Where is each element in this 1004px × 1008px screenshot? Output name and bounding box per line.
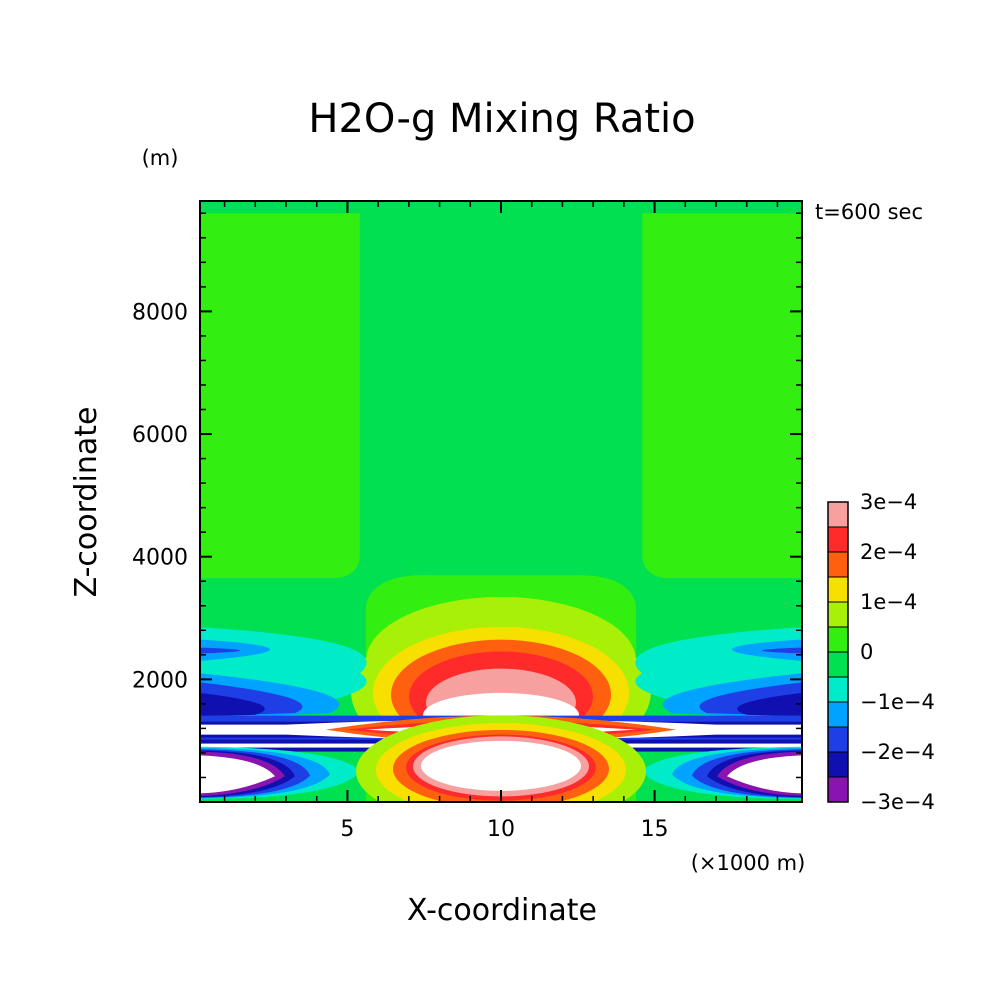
axis-ticks: 5 10 15 2000 4000 6000 8000 — [132, 201, 802, 842]
colorbar: 3e−4 2e−4 1e−4 0 −1e−4 −2e−4 −3e−4 — [827, 490, 935, 814]
contour-region — [200, 647, 240, 654]
colorbar-label: −1e−4 — [860, 690, 935, 714]
y-axis-title: Z-coordinate — [69, 407, 104, 598]
colorbar-cell — [827, 526, 849, 553]
y-unit-label: (m) — [142, 146, 179, 170]
colorbar-cell — [827, 551, 849, 578]
contour-region — [737, 692, 802, 717]
out-of-range-region — [727, 755, 802, 794]
colorbar-cell — [827, 576, 849, 603]
colorbar-cell — [827, 726, 849, 753]
x-tick-label: 5 — [340, 817, 354, 842]
x-tick-label: 10 — [487, 817, 515, 842]
colorbar-cell — [827, 501, 849, 528]
chart-title: H2O-g Mixing Ratio — [308, 96, 695, 142]
y-tick-label: 2000 — [132, 668, 188, 693]
colorbar-label: 0 — [860, 640, 873, 664]
y-tick-label: 4000 — [132, 546, 188, 571]
colorbar-cell — [827, 701, 849, 728]
contour-field — [200, 201, 802, 802]
colorbar-cell — [827, 776, 849, 803]
colorbar-cell — [827, 626, 849, 653]
contour-region — [200, 213, 360, 579]
colorbar-cell — [827, 651, 849, 678]
colorbar-label: 2e−4 — [860, 540, 917, 564]
x-unit-label: (×1000 m) — [691, 851, 806, 875]
x-axis-title: X-coordinate — [407, 893, 597, 928]
colorbar-label: 1e−4 — [860, 590, 917, 614]
colorbar-cell — [827, 751, 849, 778]
contour-region — [642, 213, 802, 579]
colorbar-label: −2e−4 — [860, 740, 935, 764]
y-tick-label: 6000 — [132, 423, 188, 448]
time-annotation: t=600 sec — [815, 200, 923, 224]
contour-region — [762, 647, 802, 654]
colorbar-cell — [827, 601, 849, 628]
x-tick-label: 15 — [641, 817, 669, 842]
colorbar-label: 3e−4 — [860, 490, 917, 514]
out-of-range-region — [200, 755, 275, 794]
colorbar-cell — [827, 676, 849, 703]
colorbar-frame — [827, 501, 849, 803]
colorbar-label: −3e−4 — [860, 790, 935, 814]
contour-region — [200, 692, 265, 717]
out-of-range-region — [421, 740, 581, 791]
y-tick-label: 8000 — [132, 300, 188, 325]
